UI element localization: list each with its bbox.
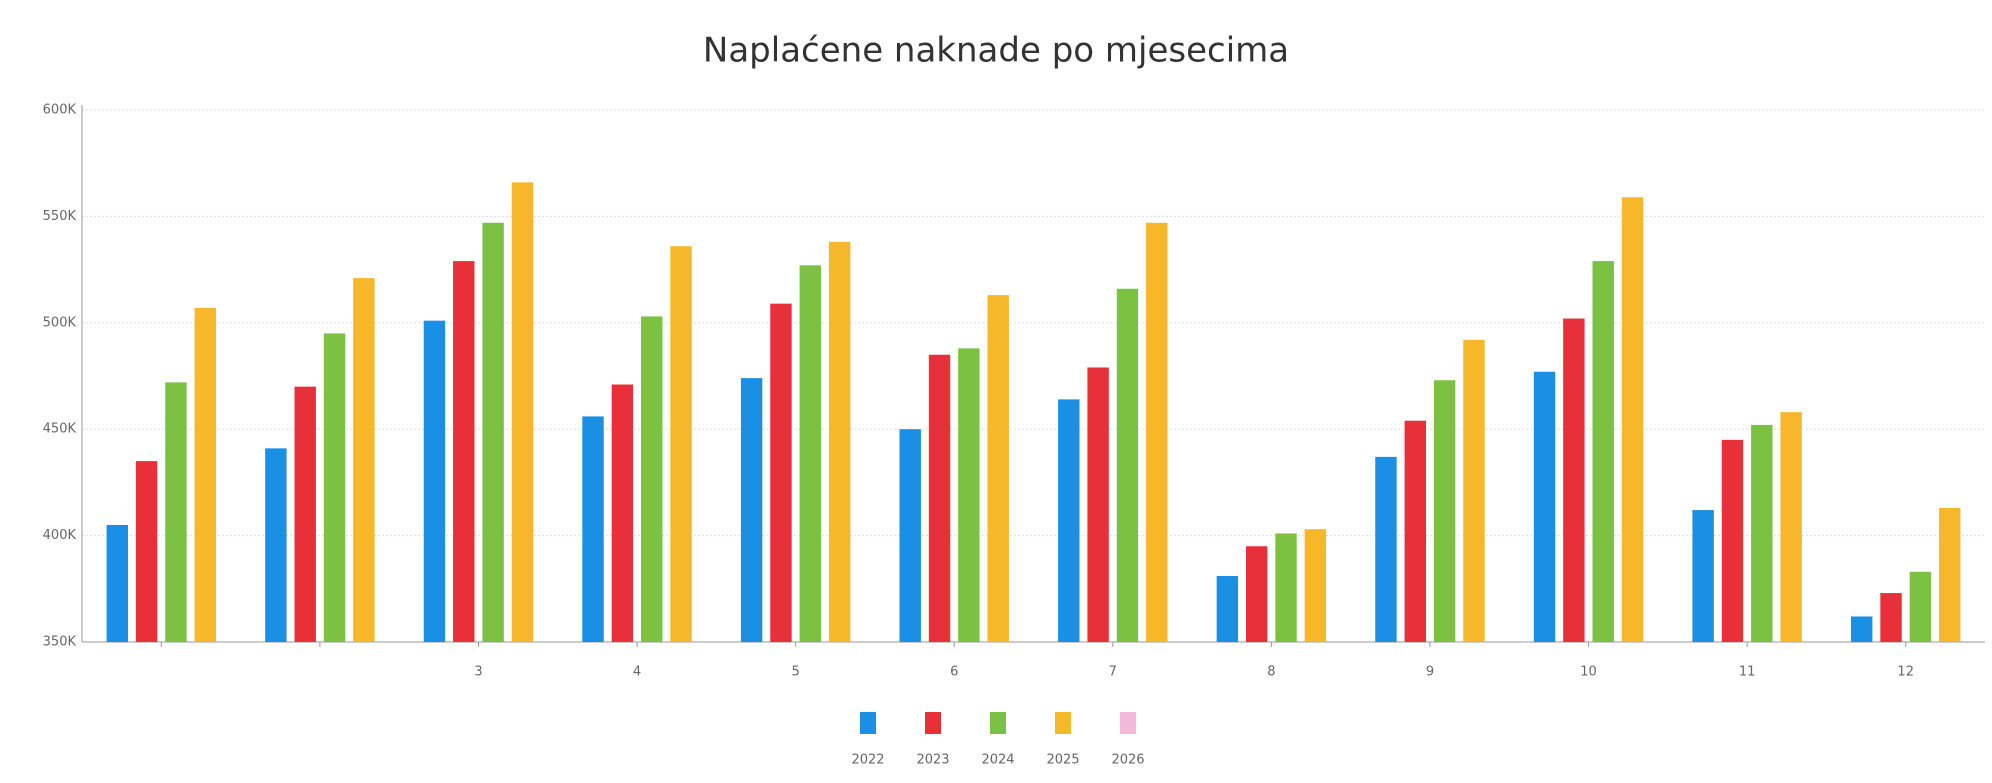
bar — [770, 303, 792, 642]
bar — [740, 378, 763, 642]
bar — [165, 382, 187, 642]
bar — [1404, 420, 1426, 642]
bar — [294, 386, 316, 642]
bar — [1304, 529, 1327, 642]
bar — [482, 222, 504, 642]
bar — [135, 461, 158, 642]
bar — [1909, 571, 1932, 642]
bar — [1563, 318, 1585, 642]
bar — [323, 333, 346, 642]
bar — [1850, 616, 1873, 642]
x-tick-label: 4 — [633, 665, 641, 680]
bar — [1246, 546, 1268, 642]
bar — [582, 416, 604, 642]
bar — [1880, 593, 1902, 642]
bar — [899, 429, 921, 642]
legend-swatch — [860, 712, 876, 734]
legend-label: 2023 — [916, 753, 949, 768]
legend-swatch — [925, 712, 941, 734]
bar — [1780, 412, 1802, 642]
bar — [928, 354, 951, 642]
bar — [1375, 456, 1397, 642]
bar — [1721, 439, 1744, 642]
x-tick-label: 9 — [1426, 665, 1434, 680]
x-tick-label: 5 — [791, 665, 799, 680]
bar — [1751, 424, 1773, 642]
bar — [611, 384, 634, 642]
legend-label: 2025 — [1046, 753, 1079, 768]
x-tick-label: 11 — [1739, 665, 1756, 680]
bar — [453, 261, 475, 642]
x-tick-label: 7 — [1109, 665, 1117, 680]
legend-label: 2024 — [981, 753, 1014, 768]
x-tick-label: 12 — [1897, 665, 1914, 680]
bar — [423, 320, 446, 642]
y-tick-label: 350K — [43, 635, 77, 650]
bar — [1592, 261, 1614, 642]
bar — [106, 524, 128, 642]
y-tick-label: 600K — [43, 103, 77, 118]
bar — [958, 348, 980, 642]
legend-swatch — [1120, 712, 1136, 734]
bar — [1692, 510, 1714, 642]
bar — [1275, 533, 1297, 642]
bar — [1533, 371, 1556, 642]
bar — [1116, 288, 1139, 642]
y-tick-label: 400K — [43, 528, 77, 543]
y-tick-label: 450K — [43, 422, 77, 437]
legend-swatch — [990, 712, 1006, 734]
x-tick-label: 8 — [1267, 665, 1275, 680]
bar — [265, 448, 287, 642]
legend-label: 2026 — [1111, 753, 1144, 768]
bar — [1087, 367, 1109, 642]
bar — [1621, 197, 1644, 643]
bar — [987, 295, 1009, 642]
bar — [799, 265, 821, 642]
x-tick-label: 10 — [1580, 665, 1597, 680]
bar — [353, 278, 375, 642]
x-tick-label: 6 — [950, 665, 958, 680]
legend-swatch — [1055, 712, 1071, 734]
y-tick-label: 550K — [43, 209, 77, 224]
bar — [670, 246, 692, 642]
chart-title: Naplaćene naknade po mjesecima — [703, 31, 1289, 71]
legend-label: 2022 — [851, 753, 884, 768]
bar — [511, 182, 534, 643]
x-tick-label: 3 — [474, 665, 482, 680]
bar — [1058, 399, 1080, 642]
bar — [641, 316, 663, 642]
y-tick-label: 500K — [43, 315, 77, 330]
bar — [828, 241, 851, 642]
bar — [1146, 222, 1168, 642]
bar — [1216, 576, 1239, 642]
bar — [1433, 380, 1456, 642]
bar — [194, 307, 217, 642]
bar — [1463, 339, 1485, 642]
bar — [1939, 507, 1961, 642]
